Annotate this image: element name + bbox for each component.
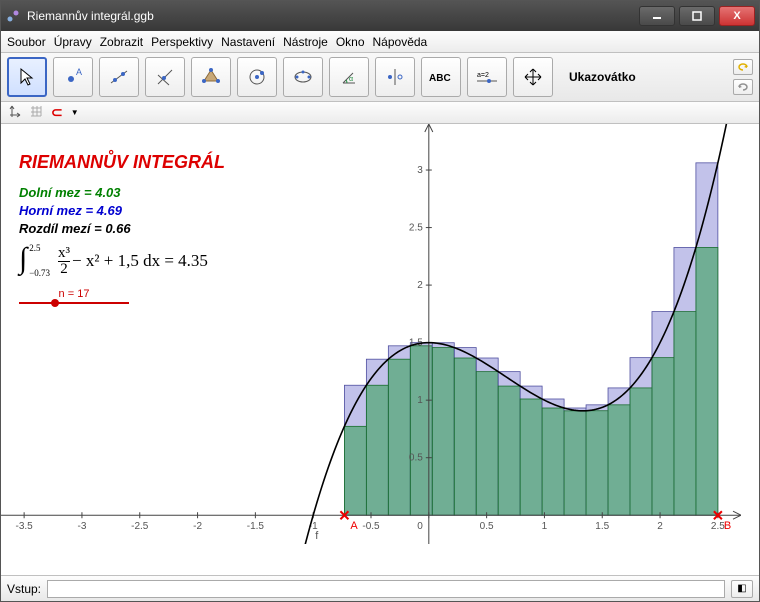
svg-text:1: 1 (417, 395, 423, 406)
menu-napoveda[interactable]: Nápověda (373, 35, 428, 49)
redo-button[interactable] (733, 79, 753, 95)
input-toggle-button[interactable]: ◧ (731, 580, 753, 598)
app-icon (5, 8, 21, 24)
tool-polygon[interactable] (191, 57, 231, 97)
svg-text:1: 1 (542, 521, 548, 532)
close-button[interactable]: X (719, 6, 755, 26)
svg-text:0: 0 (417, 521, 423, 532)
menu-okno[interactable]: Okno (336, 35, 365, 49)
graphics-view[interactable]: RIEMANNŮV INTEGRÁL Dolní mez = 4.03 Horn… (1, 124, 759, 575)
window-title: Riemannův integrál.ggb (27, 9, 639, 23)
svg-text:a=2: a=2 (477, 72, 489, 79)
menu-zobrazit[interactable]: Zobrazit (100, 35, 143, 49)
tool-slider[interactable]: a=2 (467, 57, 507, 97)
tool-line[interactable] (99, 57, 139, 97)
svg-text:ABC: ABC (429, 73, 451, 84)
view-toolbar: ⊂ ▼ (1, 102, 759, 124)
app-window: Riemannův integrál.ggb X Soubor Úpravy Z… (0, 0, 760, 602)
dropdown-icon[interactable]: ▼ (71, 108, 79, 117)
tool-label: Ukazovátko (569, 70, 727, 84)
svg-text:2.5: 2.5 (409, 223, 423, 234)
command-input[interactable] (47, 580, 725, 598)
menubar: Soubor Úpravy Zobrazit Perspektivy Nasta… (1, 31, 759, 53)
svg-text:A: A (350, 520, 358, 532)
menu-upravy[interactable]: Úpravy (54, 35, 92, 49)
svg-text:α: α (349, 76, 353, 83)
svg-text:1.5: 1.5 (595, 521, 609, 532)
tool-point[interactable]: A (53, 57, 93, 97)
svg-text:-0.5: -0.5 (362, 521, 380, 532)
tool-angle[interactable]: α (329, 57, 369, 97)
svg-text:-1.5: -1.5 (247, 521, 265, 532)
svg-text:2: 2 (417, 280, 423, 291)
svg-text:-2: -2 (193, 521, 202, 532)
menu-nastroje[interactable]: Nástroje (283, 35, 328, 49)
svg-text:B: B (724, 520, 731, 532)
tool-perp[interactable] (145, 57, 185, 97)
titlebar[interactable]: Riemannův integrál.ggb X (1, 1, 759, 31)
svg-text:f: f (315, 530, 319, 542)
toolbar: A α ABC a=2 Ukazovátko (1, 53, 759, 102)
axes-toggle[interactable] (7, 104, 21, 121)
undo-button[interactable] (733, 59, 753, 75)
svg-text:0.5: 0.5 (409, 453, 423, 464)
riemann-chart: -3.5-3-2.5-2-1.5-1-0.50.511.522.50.511.5… (1, 124, 741, 544)
svg-text:2: 2 (657, 521, 663, 532)
menu-perspektivy[interactable]: Perspektivy (151, 35, 213, 49)
svg-text:-3.5: -3.5 (16, 521, 34, 532)
tool-circle[interactable] (237, 57, 277, 97)
input-bar: Vstup: ◧ (1, 575, 759, 601)
maximize-button[interactable] (679, 6, 715, 26)
input-label: Vstup: (7, 582, 41, 596)
tool-move-view[interactable] (513, 57, 553, 97)
snap-toggle[interactable]: ⊂ (51, 104, 63, 121)
menu-soubor[interactable]: Soubor (7, 35, 46, 49)
svg-text:-2.5: -2.5 (131, 521, 149, 532)
svg-text:3: 3 (417, 165, 423, 176)
svg-text:-3: -3 (77, 521, 86, 532)
svg-text:0.5: 0.5 (480, 521, 494, 532)
minimize-button[interactable] (639, 6, 675, 26)
svg-text:A: A (76, 67, 82, 77)
tool-pointer[interactable] (7, 57, 47, 97)
menu-nastaveni[interactable]: Nastavení (221, 35, 275, 49)
tool-reflect[interactable] (375, 57, 415, 97)
tool-text[interactable]: ABC (421, 57, 461, 97)
tool-conic[interactable] (283, 57, 323, 97)
grid-toggle[interactable] (29, 104, 43, 121)
